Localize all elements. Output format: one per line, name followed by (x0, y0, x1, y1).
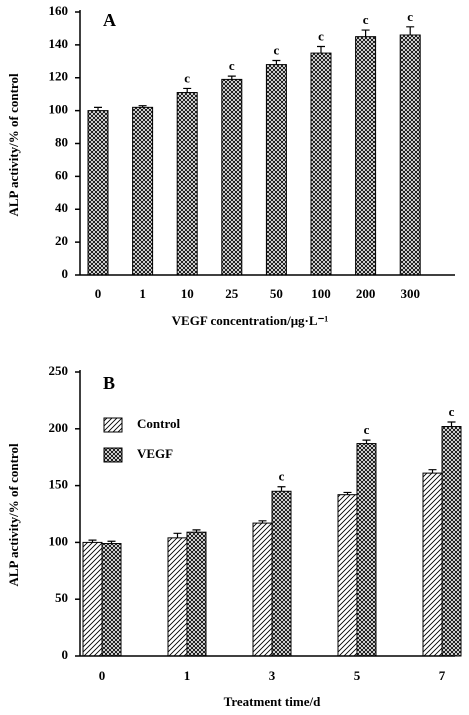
significance-label: c (184, 70, 190, 85)
error-bar (272, 59, 281, 65)
significance-label: c (229, 58, 235, 73)
x-axis-label: Treatment time/d (224, 694, 321, 709)
significance-label: c (274, 42, 280, 57)
panel-label: A (103, 10, 116, 30)
bar (221, 78, 243, 276)
error-bar (277, 486, 286, 492)
error-bar (362, 439, 371, 444)
x-axis-label: VEGF concentration/μg·L⁻¹ (172, 313, 329, 328)
legend-label: VEGF (137, 446, 173, 461)
y-axis-label: ALP activity/% of control (6, 73, 21, 216)
bar (186, 531, 207, 657)
legend-swatch (103, 447, 123, 463)
x-tick-label: 10 (181, 286, 194, 301)
error-bar (88, 539, 97, 543)
x-tick-label: 50 (270, 286, 283, 301)
legend-label: Control (137, 416, 180, 431)
error-bar (173, 532, 182, 538)
y-tick-label: 150 (49, 477, 69, 492)
y-tick-label: 140 (49, 36, 69, 51)
y-tick-label: 200 (49, 420, 69, 435)
significance-label: c (363, 12, 369, 27)
error-bar (343, 491, 352, 495)
bar (132, 106, 154, 276)
x-tick-label: 5 (354, 668, 361, 683)
error-bar (227, 75, 236, 80)
y-tick-label: 50 (55, 590, 68, 605)
significance-label: c (449, 404, 455, 419)
x-tick-label: 7 (439, 668, 446, 683)
x-tick-label: 0 (95, 286, 102, 301)
bar (310, 52, 332, 276)
bar (176, 92, 198, 276)
error-bar (192, 529, 201, 533)
bar (167, 537, 188, 657)
bar (101, 543, 122, 657)
y-tick-label: 60 (55, 167, 68, 182)
bar (271, 490, 292, 657)
y-tick-label: 250 (49, 363, 69, 378)
x-tick-label: 25 (225, 286, 239, 301)
y-tick-label: 80 (55, 134, 68, 149)
y-tick-label: 0 (62, 266, 69, 281)
error-bar (183, 87, 192, 93)
panel-label: B (103, 373, 115, 393)
bar (355, 36, 377, 276)
y-tick-label: 0 (62, 647, 69, 662)
y-tick-label: 20 (55, 233, 68, 248)
error-bar (258, 520, 267, 524)
error-bar (138, 105, 147, 108)
x-tick-label: 100 (311, 286, 331, 301)
bar (337, 494, 358, 657)
x-tick-label: 1 (139, 286, 146, 301)
y-tick-label: 120 (49, 69, 69, 84)
y-tick-label: 40 (55, 200, 68, 215)
error-bar (317, 45, 325, 54)
bar (441, 426, 462, 657)
bar (265, 64, 287, 276)
bar (82, 541, 103, 657)
bar (422, 472, 443, 657)
y-axis-label: ALP activity/% of control (6, 443, 21, 586)
significance-label: c (364, 422, 370, 437)
x-tick-label: 300 (400, 286, 420, 301)
bar (356, 443, 377, 657)
x-tick-label: 3 (269, 668, 276, 683)
x-tick-label: 1 (184, 668, 191, 683)
error-bar (94, 106, 102, 111)
y-tick-label: 160 (49, 3, 69, 18)
bar (252, 522, 273, 657)
error-bar (361, 29, 370, 37)
bar (87, 110, 109, 276)
x-tick-label: 0 (99, 668, 106, 683)
y-tick-label: 100 (49, 533, 69, 548)
error-bar (447, 421, 456, 427)
x-tick-label: 200 (356, 286, 376, 301)
error-bar (428, 469, 437, 474)
error-bar (107, 540, 116, 544)
error-bar (406, 26, 415, 36)
significance-label: c (318, 29, 324, 44)
bar (399, 34, 421, 276)
y-tick-label: 100 (49, 102, 69, 117)
significance-label: c (407, 9, 413, 24)
significance-label: c (279, 469, 285, 484)
legend-swatch (103, 417, 123, 433)
